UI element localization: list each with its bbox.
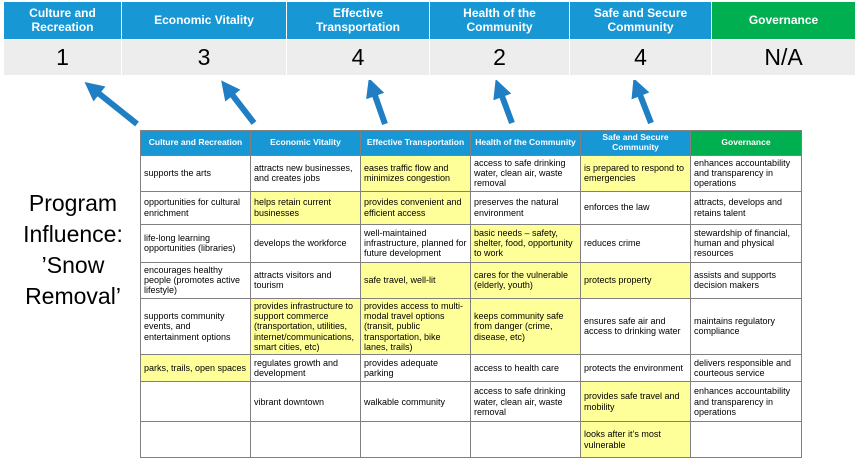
matrix-cell: reduces crime [580,223,691,263]
table-row: life-long learning opportunities (librar… [140,223,802,263]
matrix-cell-highlighted: provides convenient and efficient access [360,190,471,225]
summary-score-safe-and-secure-community: 4 [570,40,711,75]
matrix-cell: life-long learning opportunities (librar… [140,223,251,263]
matrix-cell-highlighted: eases traffic flow and minimizes congest… [360,154,471,192]
summary-score-economic-vitality: 3 [122,40,286,75]
matrix-cell: access to health care [470,354,581,383]
matrix-cell: attracts, develops and retains talent [690,190,802,225]
up-arrow-icon-5 [631,80,654,125]
table-row: looks after it’s most vulnerable [140,421,802,459]
summary-header-culture-and-recreation: Culture and Recreation [4,2,121,39]
matrix-cell: walkable community [360,381,471,423]
matrix-cell: supports the arts [140,154,251,192]
matrix-cell [140,421,251,459]
summary-score-governance: N/A [712,40,855,75]
table-row: supports community events, and entertain… [140,297,802,356]
summary-header-safe-and-secure-community: Safe and Secure Community [570,2,711,39]
program-influence-title: Program Influence: ’Snow Removal’ [23,190,123,310]
summary-header-row: Culture and Recreation Economic Vitality E… [4,2,855,39]
matrix-cell-highlighted: safe travel, well-lit [360,261,471,299]
matrix-cell: develops the workforce [250,223,361,263]
matrix-header-safe-and-secure-community: Safe and Secure Community [580,130,691,156]
matrix-cell: attracts visitors and tourism [250,261,361,299]
up-arrow-icon-3 [366,80,388,125]
matrix-cell: opportunities for cultural enrichment [140,190,251,225]
matrix-cell-highlighted: provides access to multi-modal travel op… [360,297,471,356]
summary-score-effective-transportation: 4 [287,40,429,75]
matrix-cell-highlighted: parks, trails, open spaces [140,354,251,383]
matrix-cell: well-maintained infrastructure, planned … [360,223,471,263]
summary-header-economic-vitality: Economic Vitality [122,2,286,39]
matrix-cell [690,421,802,459]
table-row: vibrant downtown walkable community access… [140,381,802,423]
summary-header-effective-transportation: Effective Transportation [287,2,429,39]
matrix-cell: delivers responsible and courteous servi… [690,354,802,383]
matrix-header-row: Culture and Recreation Economic Vitality E… [140,130,802,156]
matrix-cell: access to safe drinking water, clean air… [470,381,581,423]
matrix-cell: attracts new businesses, and creates job… [250,154,361,192]
matrix-cell [360,421,471,459]
up-arrow-icon-2 [221,80,257,125]
matrix-cell: assists and supports decision makers [690,261,802,299]
matrix-cell [250,421,361,459]
matrix-cell: vibrant downtown [250,381,361,423]
summary-header-governance: Governance [712,2,855,39]
table-row: opportunities for cultural enrichment hel… [140,190,802,225]
matrix-header-health-of-the-community: Health of the Community [470,130,581,156]
matrix-cell: enhances accountability and transparency… [690,381,802,423]
table-row: supports the arts attracts new businesses… [140,154,802,192]
matrix-cell: provides adequate parking [360,354,471,383]
matrix-cell: enforces the law [580,190,691,225]
matrix-cell: enhances accountability and transparency… [690,154,802,192]
matrix-cell: protects the environment [580,354,691,383]
matrix-cell: access to safe drinking water, clean air… [470,154,581,192]
summary-header-health-of-the-community: Health of the Community [430,2,569,39]
matrix-cell-highlighted: keeps community safe from danger (crime,… [470,297,581,356]
matrix-cell-highlighted: looks after it’s most vulnerable [580,421,691,459]
table-row: parks, trails, open spaces regulates grow… [140,354,802,383]
matrix-cell: supports community events, and entertain… [140,297,251,356]
summary-score-row: 1 3 4 2 4 N/A [4,40,855,75]
matrix-header-culture-and-recreation: Culture and Recreation [140,130,251,156]
matrix-cell: maintains regulatory compliance [690,297,802,356]
matrix-cell: stewardship of financial, human and phys… [690,223,802,263]
matrix-cell: ensures safe air and access to drinking … [580,297,691,356]
matrix-header-effective-transportation: Effective Transportation [360,130,471,156]
matrix-cell: regulates growth and development [250,354,361,383]
matrix-header-governance: Governance [690,130,802,156]
matrix-cell-highlighted: provides infrastructure to support comme… [250,297,361,356]
table-row: encourages healthy people (promotes acti… [140,261,802,299]
summary-score-health-of-the-community: 2 [430,40,569,75]
arrows-layer [84,80,654,127]
vision-summary-table: Culture and Recreation Economic Vitality E… [4,2,855,75]
influence-matrix: Culture and Recreation Economic Vitality E… [140,130,802,459]
matrix-cell-highlighted: protects property [580,261,691,299]
matrix-cell: encourages healthy people (promotes acti… [140,261,251,299]
matrix-cell-highlighted: provides safe travel and mobility [580,381,691,423]
matrix-cell-highlighted: basic needs – safety, shelter, food, opp… [470,223,581,263]
up-arrow-icon-1 [84,82,139,127]
matrix-header-economic-vitality: Economic Vitality [250,130,361,156]
matrix-cell-highlighted: is prepared to respond to emergencies [580,154,691,192]
summary-score-culture-and-recreation: 1 [4,40,121,75]
matrix-cell: preserves the natural environment [470,190,581,225]
matrix-cell-highlighted: cares for the vulnerable (elderly, youth… [470,261,581,299]
up-arrow-icon-4 [493,80,515,125]
matrix-cell-highlighted: helps retain current businesses [250,190,361,225]
matrix-cell [140,381,251,423]
matrix-cell [470,421,581,459]
